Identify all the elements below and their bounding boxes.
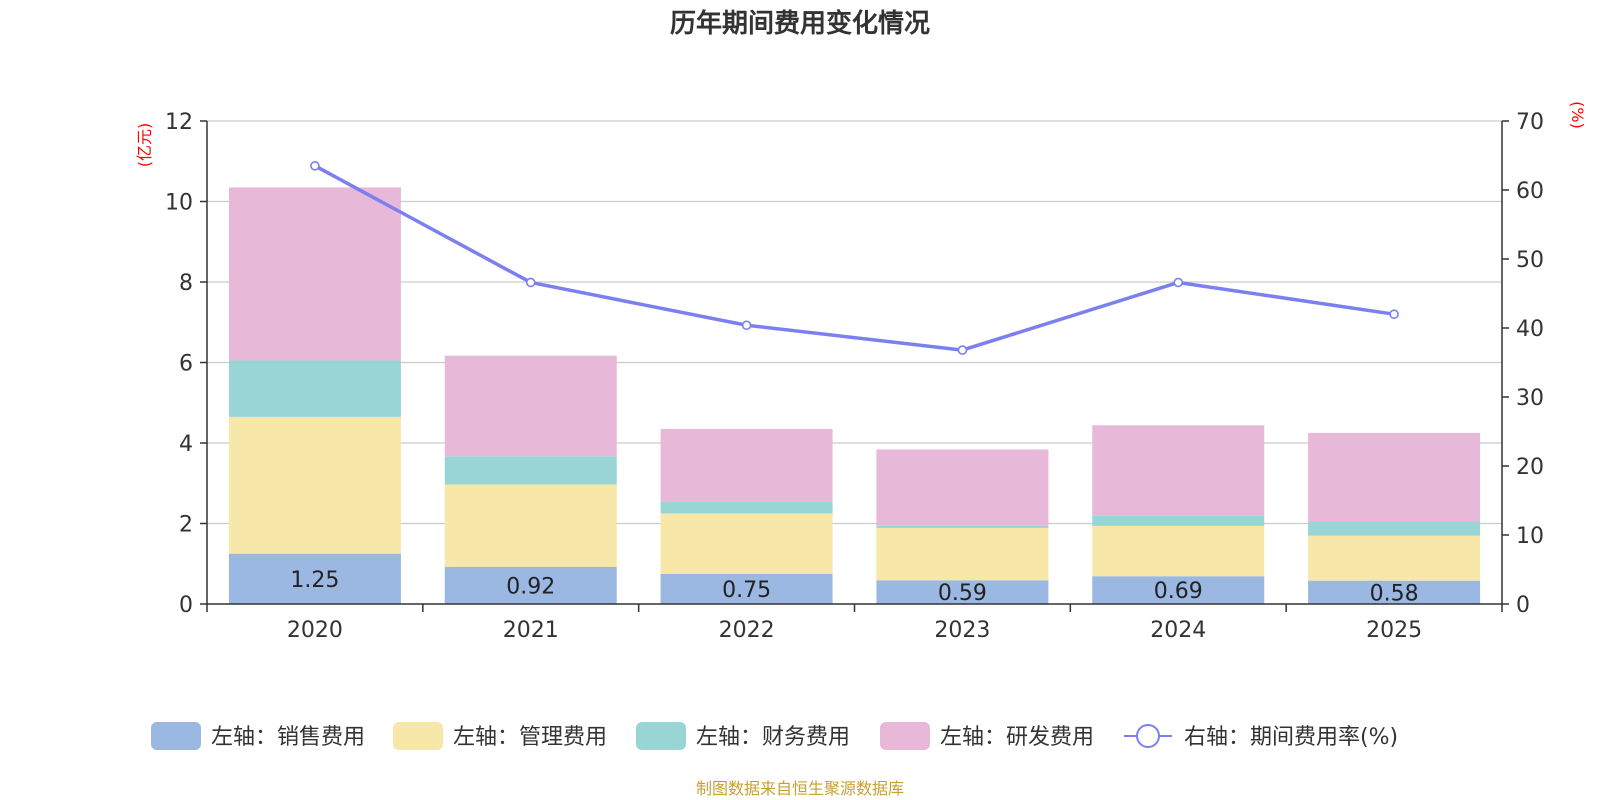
bar-segment xyxy=(444,484,617,567)
bar-segment xyxy=(1308,521,1481,536)
legend-item[interactable]: 左轴：财务费用 xyxy=(636,722,850,750)
bar-segment xyxy=(444,566,617,604)
x-tick-label: 2021 xyxy=(503,618,559,643)
bar-data-label: 1.25 xyxy=(290,568,339,593)
bar-segment xyxy=(1308,432,1481,522)
left-tick-label: 2 xyxy=(179,513,193,538)
left-tick-label: 4 xyxy=(179,432,193,457)
rate-point xyxy=(1173,277,1184,288)
bar-data-label: 0.59 xyxy=(938,581,987,606)
bar-segment xyxy=(228,187,401,361)
bar-segment xyxy=(1308,535,1481,581)
left-tick-label: 8 xyxy=(179,271,193,296)
right-tick-label: 50 xyxy=(1516,248,1544,273)
bar-segment xyxy=(876,525,1049,528)
bar-segment xyxy=(660,513,833,574)
bar-segment xyxy=(228,553,401,604)
right-tick-label: 70 xyxy=(1516,110,1544,135)
bar-segment xyxy=(1092,515,1265,526)
left-tick-label: 12 xyxy=(165,110,193,135)
bar-segment xyxy=(1092,425,1265,516)
bar-segment xyxy=(444,355,617,457)
bar-segment xyxy=(660,428,833,502)
rate-point xyxy=(1389,309,1399,320)
legend-item[interactable]: 左轴：管理费用 xyxy=(393,722,607,750)
left-tick-label: 6 xyxy=(179,352,193,377)
x-tick-label: 2025 xyxy=(1366,618,1422,643)
source-note: 制图数据来自恒生聚源数据库 xyxy=(696,779,904,798)
bar-segment xyxy=(876,580,1049,604)
left-tick-label: 0 xyxy=(179,593,193,618)
bar-data-label: 0.69 xyxy=(1154,579,1203,604)
legend-label: 左轴：财务费用 xyxy=(696,725,850,750)
right-tick-label: 10 xyxy=(1516,524,1544,549)
bar-segment xyxy=(876,527,1049,581)
rate-line-path xyxy=(314,164,1395,352)
data-labels: 1.25 0.92 0.75 0.59 0.69 0.58 xyxy=(290,568,1418,606)
right-tick-label: 30 xyxy=(1516,386,1544,411)
grid xyxy=(207,120,1502,525)
legend-item[interactable]: 左轴：销售费用 xyxy=(151,722,365,750)
legend-item[interactable]: 左轴：研发费用 xyxy=(880,722,1094,750)
legend-label: 左轴：研发费用 xyxy=(940,725,1094,750)
legend-swatch xyxy=(880,722,930,750)
bars xyxy=(228,187,1481,604)
legend-swatch xyxy=(151,722,201,750)
left-tick-label: 10 xyxy=(165,191,193,216)
legend-label: 左轴：销售费用 xyxy=(211,725,365,750)
right-tick-label: 20 xyxy=(1516,455,1544,480)
chart-title: 历年期间费用变化情况 xyxy=(670,8,930,39)
legend-label: 右轴：期间费用率(%) xyxy=(1184,725,1398,750)
rate-point xyxy=(525,277,536,288)
x-tick-label: 2024 xyxy=(1150,618,1206,643)
bar-segment xyxy=(1308,580,1481,604)
bar-segment xyxy=(876,449,1049,526)
bar-data-label: 0.92 xyxy=(506,574,555,599)
rate-point xyxy=(741,320,752,331)
legend-swatch xyxy=(636,722,686,750)
x-tick-label: 2020 xyxy=(287,618,343,643)
rate-point xyxy=(957,345,968,355)
legend-swatch xyxy=(393,722,443,750)
right-tick-label: 40 xyxy=(1516,317,1544,342)
rate-line xyxy=(310,161,1399,355)
x-tick-label: 2022 xyxy=(719,618,775,643)
bar-segment xyxy=(444,456,617,485)
bar-segment xyxy=(660,573,833,604)
bar-segment xyxy=(1092,576,1265,604)
right-tick-label: 60 xyxy=(1516,179,1544,204)
bar-segment xyxy=(1092,525,1265,577)
bar-data-label: 0.58 xyxy=(1370,581,1419,606)
rate-point xyxy=(310,161,320,171)
left-axis-unit: (亿元) xyxy=(135,123,154,168)
bar-segment xyxy=(228,416,401,554)
legend-circle-swatch xyxy=(1136,724,1160,748)
bar-segment xyxy=(660,501,833,514)
x-tick-label: 2023 xyxy=(934,618,990,643)
legend[interactable]: 左轴：销售费用 左轴：管理费用 左轴：财务费用 左轴：研发费用 右轴：期间费用率(%) xyxy=(151,722,1398,750)
axes: 0 2 4 6 8 10 12 0 10 20 30 40 50 60 70 2020 2021 2022 2023… xyxy=(135,101,1587,643)
bar-segment xyxy=(228,360,401,417)
legend-label: 左轴：管理费用 xyxy=(453,725,607,750)
legend-item[interactable]: 右轴：期间费用率(%) xyxy=(1124,724,1398,750)
bar-data-label: 0.75 xyxy=(722,578,771,603)
right-axis-unit: (%) xyxy=(1568,101,1587,129)
right-tick-label: 0 xyxy=(1516,593,1530,618)
